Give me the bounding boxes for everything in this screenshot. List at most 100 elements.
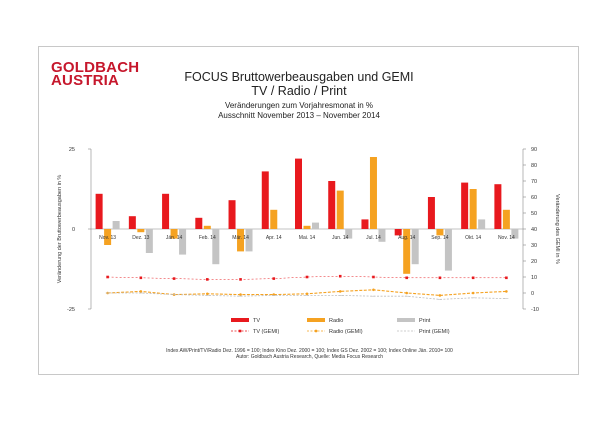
marker-radio-gemi [405, 291, 408, 295]
bar-tv [128, 216, 136, 229]
chart-title: FOCUS Bruttowerbeausgaben und GEMI TV / … [164, 70, 434, 98]
bar-radio [237, 229, 245, 252]
report-slide: GOLDBACH AUSTRIA FOCUS Bruttowerbeausgab… [38, 46, 579, 375]
legend-label-radio: Radio [329, 318, 343, 324]
goldbach-austria-logo: GOLDBACH AUSTRIA [51, 59, 140, 89]
footnote-source: Autor: Goldbach Austria Research, Quelle… [235, 354, 384, 360]
bar-print [245, 229, 253, 252]
category-label: Okt. 14 [465, 235, 481, 241]
legend-label-tv: TV [253, 318, 260, 324]
combo-chart: 25 0 -25 90 80 70 60 50 40 30 20 10 0 -10 Veränderung … [57, 147, 560, 335]
y-axis-title-left: Veränderung der Bruttowerbeausgaben in % [57, 175, 63, 284]
category-label: Aug. 14 [398, 235, 415, 241]
bar-tv [95, 193, 103, 229]
right-tick-label: 60 [531, 195, 537, 201]
marker-radio-gemi [505, 290, 508, 293]
bar-print [411, 229, 419, 265]
bar-print [478, 219, 486, 229]
legend-label-print: Print [419, 318, 431, 324]
bar-radio [203, 225, 211, 229]
bar-tv [195, 217, 203, 229]
bar-radio [170, 229, 178, 239]
title-line-1: FOCUS Bruttowerbeausgaben und GEMI [184, 70, 414, 84]
bar-radio [469, 189, 477, 229]
right-tick-label: 0 [531, 291, 534, 297]
category-label: Sep. 14 [431, 235, 448, 241]
bar-tv [328, 181, 336, 229]
bar-print [444, 229, 452, 271]
right-tick-label: 40 [531, 227, 537, 233]
marker-radio-gemi [338, 290, 342, 293]
bar-radio [436, 229, 444, 236]
legend-label-print-gemi: Print (GEMI) [419, 329, 450, 335]
marker-tv-gemi [438, 276, 442, 280]
marker-tv-gemi [338, 274, 342, 278]
bar-tv [261, 171, 269, 229]
y-axis-title-right: Veränderung des GEMI in % [554, 194, 560, 264]
bar-tv [295, 158, 302, 229]
bar-radio [303, 225, 311, 229]
marker-tv-gemi [172, 277, 176, 280]
marker-radio-gemi [471, 291, 475, 295]
bar-radio [502, 209, 510, 229]
bar-print [378, 229, 386, 242]
footnote-index: Index AW/Print/TV/Radio Dez. 1996 = 100;… [166, 348, 453, 354]
marker-radio-gemi [239, 293, 242, 296]
bar-print [278, 229, 286, 230]
legend-marker-radio-gemi [314, 329, 318, 333]
title-line-2: TV / Radio / Print [251, 84, 347, 98]
marker-tv-gemi [272, 277, 276, 280]
left-tick-label: 25 [69, 147, 75, 153]
bar-print [179, 229, 187, 255]
bar-radio [137, 229, 145, 233]
marker-radio-gemi [139, 290, 143, 293]
bar-tv [461, 182, 469, 229]
legend-label-radio-gemi: Radio (GEMI) [329, 329, 363, 335]
bar-tv [394, 229, 402, 236]
legend-label-tv-gemi: TV (GEMI) [253, 329, 279, 335]
marker-tv-gemi [206, 278, 209, 281]
marker-radio-gemi [305, 292, 309, 296]
right-tick-label: 10 [531, 275, 537, 281]
right-tick-label: 70 [531, 179, 537, 185]
category-label: Nov. 13 [99, 235, 116, 241]
category-label: Mär. 14 [232, 235, 249, 241]
bar-tv [494, 184, 502, 229]
logo-line-1: GOLDBACH [51, 59, 140, 76]
left-tick-label: 0 [72, 227, 75, 233]
right-tick-label: -10 [531, 307, 539, 313]
right-tick-label: 50 [531, 211, 537, 217]
subtitle-line-1: Veränderungen zum Vorjahresmonat in % [224, 101, 374, 110]
legend-swatch-print [397, 318, 415, 322]
marker-tv-gemi [139, 276, 143, 280]
subtitle-line-2: Ausschnitt November 2013 – November 2014 [218, 111, 380, 120]
bar-print [511, 229, 519, 239]
bar-print [112, 221, 120, 229]
right-tick-label: 90 [531, 147, 537, 153]
bar-tv [361, 219, 369, 229]
bar-tv [427, 197, 435, 229]
logo-line-2: AUSTRIA [51, 72, 120, 89]
legend-swatch-tv [231, 318, 249, 322]
marker-tv-gemi [305, 275, 309, 279]
bar-tv [228, 200, 236, 229]
marker-tv-gemi [505, 276, 508, 280]
category-label: Feb. 14 [199, 235, 216, 241]
right-tick-label: 80 [531, 163, 537, 169]
bar-print [145, 229, 153, 253]
right-tick-label: 20 [531, 259, 537, 265]
category-label: Jul. 14 [366, 235, 381, 241]
bar-print [212, 229, 220, 265]
category-label: Nov. 14 [498, 235, 515, 241]
legend-swatch-radio [307, 318, 325, 322]
category-label: Jun. 14 [332, 235, 349, 241]
legend-marker-tv-gemi [238, 329, 242, 333]
marker-tv-gemi [372, 275, 375, 279]
bar-print [345, 229, 353, 239]
bar-radio [270, 209, 278, 229]
marker-tv-gemi [405, 276, 408, 280]
bar-print [312, 222, 319, 229]
chart-subtitle: Veränderungen zum Vorjahresmonat in % Au… [164, 101, 434, 121]
bar-radio [369, 157, 377, 229]
marker-tv-gemi [106, 275, 109, 279]
